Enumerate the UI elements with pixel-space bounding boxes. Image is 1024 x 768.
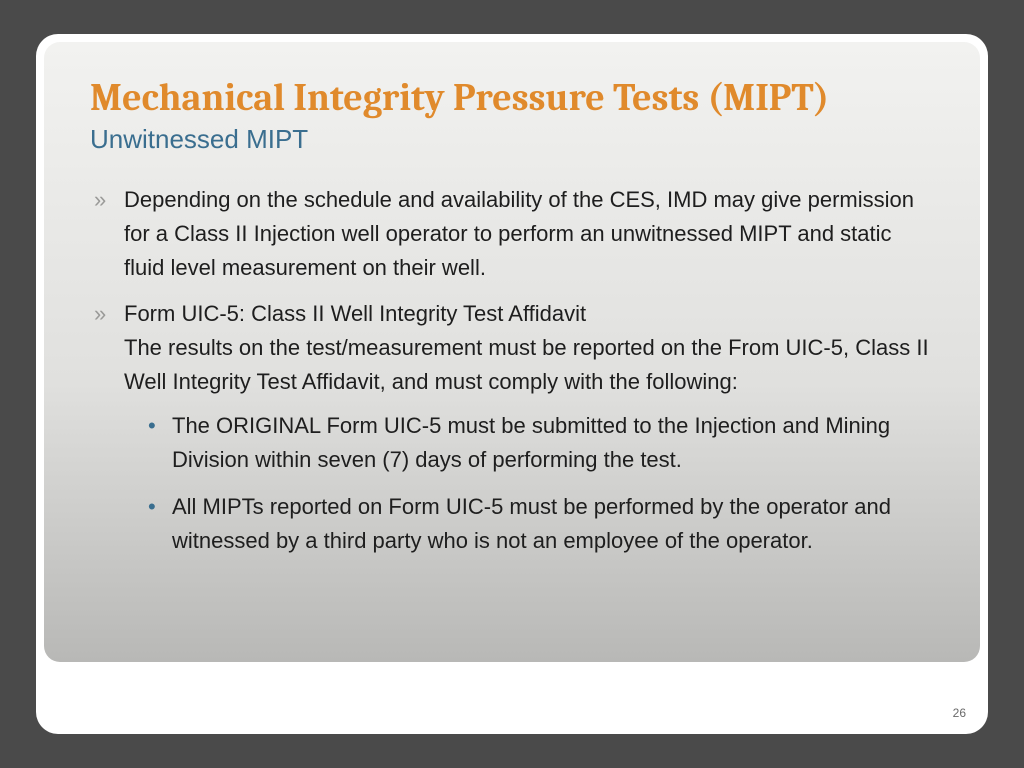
slide-card: Mechanical Integrity Pressure Tests (MIP… [36,34,988,734]
page-number: 26 [953,706,966,720]
bullet-list: Depending on the schedule and availabili… [90,183,934,558]
slide-content-panel: Mechanical Integrity Pressure Tests (MIP… [44,42,980,662]
sub-bullet-text: All MIPTs reported on Form UIC-5 must be… [172,494,891,553]
bullet-text-continuation: The results on the test/measurement must… [124,331,934,399]
bullet-text: Form UIC-5: Class II Well Integrity Test… [124,297,934,331]
slide-subtitle: Unwitnessed MIPT [90,124,934,155]
bullet-text: Depending on the schedule and availabili… [124,187,914,280]
sub-bullet-text: The ORIGINAL Form UIC-5 must be submitte… [172,413,890,472]
list-item: Depending on the schedule and availabili… [90,183,934,285]
slide-title: Mechanical Integrity Pressure Tests (MIP… [90,78,934,120]
list-item: Form UIC-5: Class II Well Integrity Test… [90,297,934,558]
list-item: The ORIGINAL Form UIC-5 must be submitte… [148,409,934,477]
list-item: All MIPTs reported on Form UIC-5 must be… [148,490,934,558]
sub-bullet-list: The ORIGINAL Form UIC-5 must be submitte… [124,409,934,557]
